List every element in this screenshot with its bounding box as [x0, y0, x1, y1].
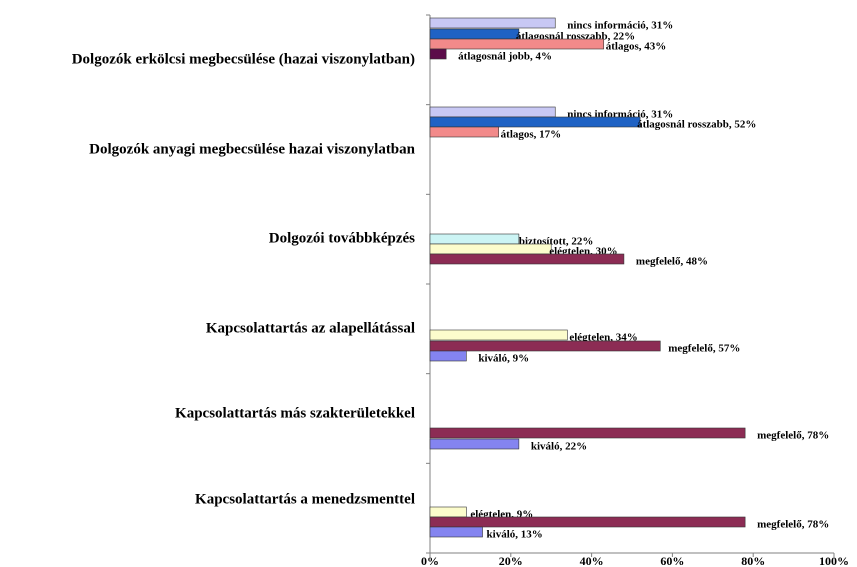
category-label: Dolgozók anyagi megbecsülése hazai viszo… — [89, 141, 415, 157]
bar — [429, 506, 467, 518]
bar — [429, 253, 625, 265]
bar — [429, 350, 467, 362]
x-tick-label: 40% — [580, 554, 604, 567]
category-label: Kapcsolattartás más szakterületekkel — [175, 405, 415, 421]
category-label: Kapcsolattartás az alapellátással — [206, 320, 415, 336]
bar — [429, 340, 661, 352]
data-label: kiváló, 13% — [487, 529, 543, 541]
data-label: átlagos, 43% — [606, 41, 667, 53]
data-label: kiváló, 9% — [478, 353, 529, 365]
bar — [429, 17, 556, 29]
bar — [429, 516, 746, 528]
x-tick-label: 0% — [421, 554, 439, 567]
category-label: Kapcsolattartás a menedzsmenttel — [195, 491, 415, 507]
bar — [429, 116, 641, 128]
data-label: megfelelő, 57% — [668, 343, 740, 355]
data-label: megfelelő, 78% — [757, 519, 829, 531]
bar — [429, 28, 520, 40]
category-label: Dolgozói továbbképzés — [269, 230, 415, 246]
bar — [429, 427, 746, 439]
data-label: átlagosnál jobb, 4% — [458, 51, 552, 63]
bar — [429, 233, 520, 245]
data-label: elégtelen, 34% — [569, 332, 637, 344]
data-label: átlagos, 17% — [501, 129, 562, 141]
category-label: Dolgozók erkölcsi megbecsülése (hazai vi… — [72, 51, 415, 67]
bar — [429, 126, 499, 138]
data-label: megfelelő, 48% — [636, 256, 708, 268]
bar — [429, 38, 605, 50]
x-tick-label: 100% — [819, 554, 849, 567]
x-tick-label: 20% — [499, 554, 523, 567]
data-label: nincs információ, 31% — [567, 20, 673, 32]
bar — [429, 243, 552, 255]
bar — [429, 48, 447, 60]
data-label: kiváló, 22% — [531, 441, 587, 453]
bar — [429, 438, 520, 450]
x-tick-label: 80% — [741, 554, 765, 567]
data-label: átlagosnál rosszabb, 52% — [637, 119, 756, 131]
bar — [429, 329, 568, 341]
bar — [429, 106, 556, 118]
x-tick-label: 60% — [660, 554, 684, 567]
bar — [429, 526, 483, 538]
data-label: megfelelő, 78% — [757, 430, 829, 442]
